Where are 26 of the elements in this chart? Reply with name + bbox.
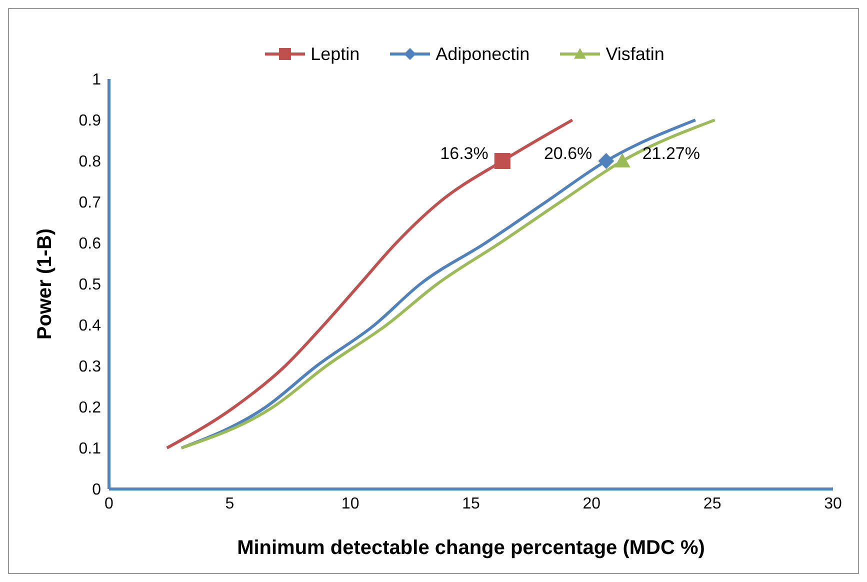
x-axis-title: Minimum detectable change percentage (MDC %) [237, 537, 705, 559]
x-tick-label: 20 [582, 495, 601, 512]
annotation: 16.3% [440, 144, 488, 163]
x-tick-label: 25 [703, 495, 722, 512]
x-tick-label: 5 [225, 495, 234, 512]
y-tick-label: 0.8 [78, 154, 102, 171]
y-tick-label: 1 [92, 72, 102, 89]
y-tick-label: 0.1 [78, 440, 102, 458]
y-tick-label: 0.7 [78, 194, 102, 212]
x-tick-label: 0 [104, 495, 114, 512]
y-tick-label: 0.6 [78, 236, 102, 253]
annotation: 21.27% [642, 144, 700, 163]
legend-label: Visfatin [606, 44, 664, 64]
y-tick-label: 0.5 [78, 276, 102, 294]
legend-label: Adiponectin [436, 44, 530, 64]
x-tick-label: 15 [462, 495, 480, 512]
y-tick-label: 0.2 [78, 400, 102, 417]
y-tick-label: 0.4 [78, 318, 102, 335]
x-tick-label: 30 [824, 495, 842, 512]
y-tick-label: 0.3 [78, 358, 102, 376]
annotation: 20.6% [544, 144, 592, 163]
x-tick-label: 10 [341, 495, 360, 512]
y-tick-label: 0 [92, 482, 102, 499]
y-tick-label: 0.9 [78, 112, 102, 130]
legend-label: Leptin [310, 44, 360, 64]
y-axis-title: Power (1-B) [34, 228, 56, 340]
